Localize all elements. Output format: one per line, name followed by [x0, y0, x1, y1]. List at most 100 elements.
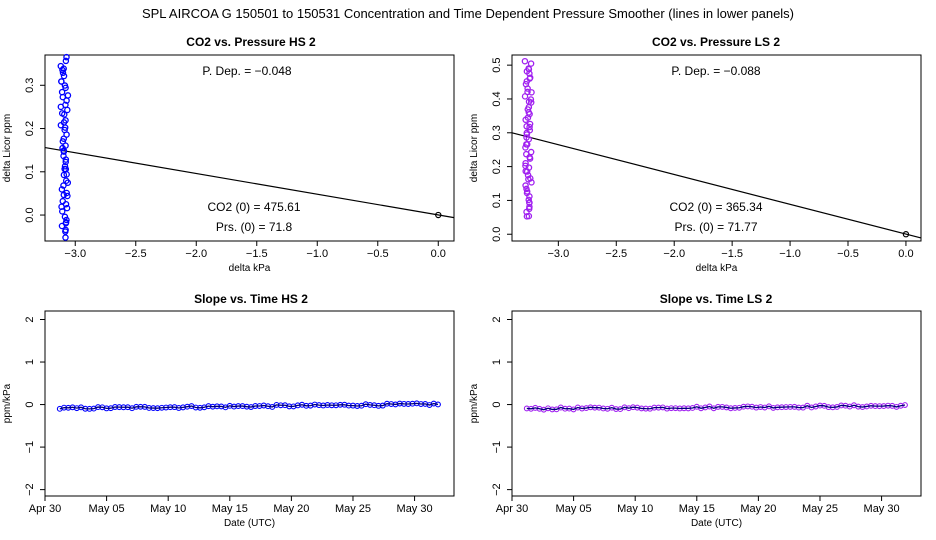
data-point — [527, 148, 535, 156]
smoother-line — [59, 402, 439, 410]
data-point — [527, 96, 535, 103]
data-point — [64, 192, 71, 200]
ls-slope-panel: Slope vs. Time LS 2 Apr 30 May 05 May 10 May… — [469, 292, 922, 529]
x-tick-label: −0.5 — [837, 248, 859, 260]
panel-title: CO2 vs. Pressure LS 2 — [652, 35, 780, 49]
y-tick-label: −1 — [24, 441, 36, 454]
x-tick-label: May 10 — [150, 503, 186, 515]
data-point — [62, 177, 70, 185]
data-point — [61, 82, 69, 89]
data-point — [63, 189, 70, 197]
y-tick-label: −2 — [491, 483, 503, 496]
data-point — [521, 57, 529, 65]
y-tick-label: 2 — [24, 316, 36, 322]
x-axis-label: delta kPa — [229, 263, 271, 274]
p-dep-annotation: P. Dep. = −0.048 — [202, 64, 292, 78]
origin-point — [902, 231, 910, 238]
plot-frame — [511, 310, 922, 497]
x-tick-label: May 20 — [273, 503, 309, 515]
y-tick-label: 0.1 — [491, 193, 503, 208]
x-tick-label: 0.0 — [431, 248, 446, 260]
x-tick-label: 0.0 — [898, 248, 913, 260]
y-axis-label: delta Licor ppm — [2, 114, 13, 182]
data-point — [58, 110, 66, 117]
data-point — [63, 53, 70, 61]
origin-point — [435, 211, 442, 219]
y-tick-label: 0.3 — [24, 78, 36, 93]
figure-title: SPL AIRCOA G 150501 to 150531 Concentrat… — [141, 6, 795, 21]
data-point — [61, 163, 69, 170]
data-point — [522, 162, 529, 170]
x-tick-label: May 05 — [556, 503, 592, 515]
data-point — [522, 182, 529, 189]
data-point — [62, 117, 69, 124]
x-tick-label: May 05 — [89, 503, 125, 515]
y-tick-label: 2 — [491, 316, 503, 322]
prs-zero-annotation: Prs. (0) = 71.77 — [674, 220, 757, 234]
x-tick-label: −1.5 — [721, 248, 743, 260]
x-tick-label: May 25 — [335, 503, 371, 515]
x-axis-label: Date (UTC) — [224, 518, 275, 529]
data-point — [62, 101, 69, 109]
data-point — [59, 93, 67, 101]
y-tick-label: 0.5 — [491, 57, 503, 72]
data-point — [523, 185, 530, 193]
co2-zero-annotation: CO2 (0) = 365.34 — [669, 200, 762, 214]
hs-slope-panel: Slope vs. Time HS 2 Apr 30 May 05 May 10 May… — [2, 292, 455, 529]
data-point — [526, 203, 533, 211]
x-tick-label: −2.5 — [125, 248, 147, 260]
plot-frame — [44, 310, 455, 497]
data-point — [528, 89, 535, 96]
fit-line — [44, 146, 455, 219]
x-tick-label: May 30 — [397, 503, 433, 515]
x-tick-label: May 25 — [802, 503, 838, 515]
y-tick-label: 0.0 — [491, 227, 503, 242]
data-point — [525, 164, 533, 171]
data-point — [62, 234, 69, 241]
y-tick-label: 0.0 — [24, 207, 36, 222]
x-axis-label: delta kPa — [696, 263, 738, 274]
x-tick-label: −3.0 — [64, 248, 86, 260]
ls-pressure-panel: CO2 vs. Pressure LS 2 −3.0 −2.5 −2.0 −1.5 −1.… — [469, 35, 922, 274]
y-tick-label: 0 — [491, 402, 503, 408]
x-tick-label: −1.0 — [306, 248, 328, 260]
y-tick-label: 0.2 — [24, 121, 36, 136]
p-dep-annotation: P. Dep. = −0.088 — [671, 64, 761, 78]
data-point — [60, 72, 68, 80]
data-point — [59, 197, 67, 205]
data-point — [62, 165, 70, 173]
data-point — [525, 196, 532, 204]
x-tick-label: −0.5 — [367, 248, 389, 260]
y-tick-label: 0.3 — [491, 125, 503, 140]
data-point — [58, 186, 66, 193]
co2-zero-annotation: CO2 (0) = 475.61 — [207, 200, 300, 214]
hs-pressure-panel: CO2 vs. Pressure HS 2 −3.0 −2.5 −2.0 −1.5 −1.… — [2, 35, 455, 274]
data-point — [57, 62, 65, 70]
data-point — [526, 126, 534, 134]
fit-line — [511, 132, 922, 239]
panel-title: Slope vs. Time LS 2 — [660, 292, 773, 306]
x-tick-label: May 15 — [679, 503, 715, 515]
y-tick-label: 1 — [24, 359, 36, 365]
x-tick-label: −2.0 — [663, 248, 685, 260]
y-tick-label: 0.4 — [491, 91, 503, 106]
y-axis-label: ppm/kPa — [469, 383, 480, 423]
y-tick-label: 0 — [24, 402, 36, 408]
data-point — [64, 92, 72, 99]
data-point — [60, 171, 68, 179]
panel-title: Slope vs. Time HS 2 — [194, 292, 308, 306]
x-tick-label: −1.0 — [779, 248, 801, 260]
panel-title: CO2 vs. Pressure HS 2 — [186, 35, 316, 49]
x-tick-label: −3.0 — [547, 248, 569, 260]
data-point — [61, 213, 69, 221]
data-point — [62, 158, 69, 166]
data-point — [62, 57, 70, 65]
data-point — [524, 88, 531, 96]
y-axis-label: delta Licor ppm — [469, 114, 480, 182]
data-point — [58, 78, 65, 85]
data-point — [60, 182, 67, 189]
data-point — [526, 199, 533, 207]
y-axis-label: ppm/kPa — [2, 383, 13, 423]
data-point — [522, 159, 529, 167]
